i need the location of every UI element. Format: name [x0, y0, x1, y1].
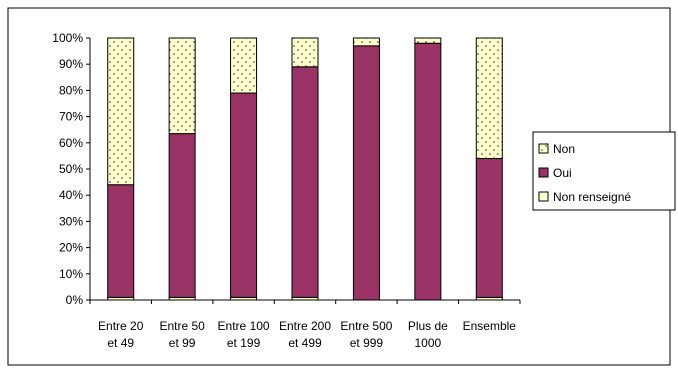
y-tick-label: 50% — [59, 162, 83, 176]
x-tick-label: et 499 — [288, 336, 322, 350]
y-tick-label: 60% — [59, 136, 83, 150]
bar-segment-non — [168, 37, 196, 135]
bar-segment-oui — [414, 42, 442, 301]
bar-segment-oui — [291, 66, 319, 298]
bar-segment-non — [352, 37, 380, 47]
x-tick-label: et 199 — [227, 336, 261, 350]
x-tick-label: Entre 20 — [98, 319, 144, 333]
x-tick-label: Entre 200 — [279, 319, 331, 333]
x-tick-label: Ensemble — [463, 319, 517, 333]
y-tick-label: 80% — [59, 83, 83, 97]
x-tick-label: Entre 50 — [159, 319, 205, 333]
legend: Non Oui Non renseigné — [532, 131, 676, 211]
x-tick-label: Entre 500 — [340, 319, 392, 333]
y-tick-label: 30% — [59, 214, 83, 228]
y-tick-label: 20% — [59, 241, 83, 255]
bar-segment-oui — [352, 45, 380, 301]
y-tick-label: 90% — [59, 57, 83, 71]
bar-segment-non — [414, 37, 442, 44]
bar-segment-oui — [475, 158, 503, 298]
y-tick-label: 40% — [59, 188, 83, 202]
legend-swatch — [538, 143, 549, 154]
y-tick-label: 100% — [52, 31, 83, 45]
legend-swatch — [538, 191, 549, 202]
x-tick-label: 1000 — [415, 336, 442, 350]
bar-segment-oui — [230, 92, 258, 298]
legend-swatch — [538, 167, 549, 178]
legend-box — [532, 131, 676, 211]
x-tick-label: Plus de — [408, 319, 448, 333]
y-tick-label: 10% — [59, 267, 83, 281]
legend-label: Oui — [553, 166, 572, 180]
x-tick-label: et 999 — [350, 336, 384, 350]
bar-segment-oui — [107, 184, 135, 298]
bar-segment-non — [291, 37, 319, 68]
bar-segment-non — [230, 37, 258, 94]
plot-area: 0% 10% 20% 30% 40% 50% 60% 70% 80% 90% 100% Entre 2… — [52, 31, 521, 350]
x-tick-label: Entre 100 — [218, 319, 270, 333]
x-tick-label: et 99 — [169, 336, 196, 350]
y-tick-label: 0% — [66, 293, 84, 307]
legend-label: Non renseigné — [553, 190, 631, 204]
bar-segment-non — [475, 37, 503, 160]
legend-label: Non — [553, 142, 575, 156]
y-tick-label: 70% — [59, 110, 83, 124]
bar-segment-oui — [168, 133, 196, 298]
bar-segment-non — [107, 37, 135, 186]
x-tick-label: et 49 — [107, 336, 134, 350]
